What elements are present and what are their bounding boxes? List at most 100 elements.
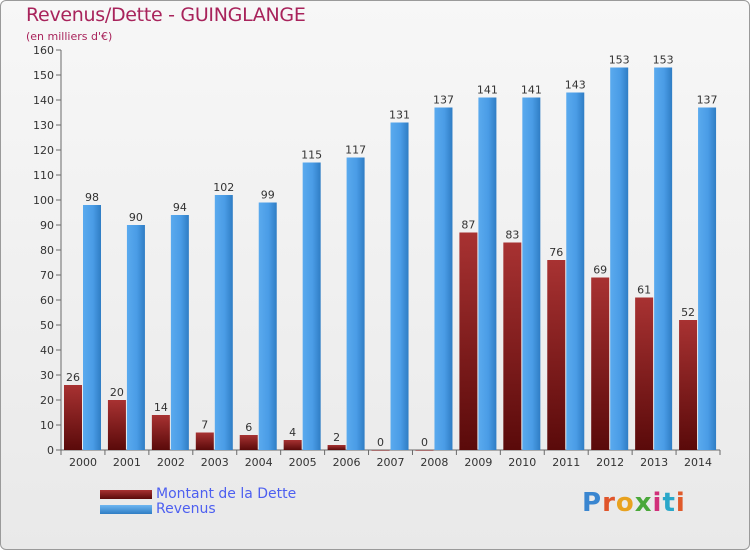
data-label-revenus: 131: [389, 109, 410, 122]
y-tick-label: 70: [40, 269, 54, 282]
bar-revenus: [610, 67, 629, 450]
data-label-revenus: 141: [477, 84, 498, 97]
data-label-dette: 14: [154, 401, 168, 414]
bar-dette: [195, 432, 214, 450]
bar-revenus: [126, 225, 145, 450]
data-label-dette: 0: [377, 436, 384, 449]
x-tick-label: 2005: [289, 456, 317, 469]
bar-revenus: [302, 162, 321, 450]
bar-dette: [64, 385, 82, 450]
logo-letter: r: [602, 488, 616, 518]
bar-dette: [679, 320, 698, 450]
data-label-revenus: 153: [609, 54, 630, 67]
data-label-revenus: 102: [213, 181, 234, 194]
x-tick-label: 2010: [508, 456, 536, 469]
x-tick-label: 2007: [377, 456, 405, 469]
y-tick-label: 40: [40, 344, 54, 357]
bar-revenus: [522, 97, 541, 450]
data-label-revenus: 99: [261, 189, 275, 202]
bar-revenus: [390, 122, 409, 450]
y-tick-label: 10: [40, 419, 54, 432]
y-tick-label: 100: [33, 194, 54, 207]
logo-letter: i: [675, 488, 686, 518]
bar-dette: [503, 242, 522, 450]
bar-revenus: [434, 107, 453, 450]
bar-dette: [151, 415, 170, 450]
data-label-dette: 6: [245, 421, 252, 434]
data-label-dette: 0: [421, 436, 428, 449]
bar-revenus: [83, 205, 101, 450]
data-label-dette: 61: [637, 284, 651, 297]
legend-swatch-revenus: [100, 504, 152, 514]
x-tick-label: 2002: [157, 456, 185, 469]
bar-revenus: [566, 92, 585, 450]
legend-item-revenus: Revenus: [100, 501, 216, 517]
logo-letter: i: [652, 488, 663, 518]
x-tick-label: 2008: [420, 456, 448, 469]
legend-swatch-dette: [100, 489, 152, 499]
y-tick-label: 140: [33, 94, 54, 107]
bar-dette: [371, 450, 390, 451]
y-tick-label: 150: [33, 69, 54, 82]
bar-dette: [239, 435, 258, 450]
bar-revenus: [478, 97, 497, 450]
bar-dette: [415, 450, 434, 451]
bar-dette: [591, 277, 610, 450]
data-label-dette: 4: [289, 426, 296, 439]
bar-dette: [327, 445, 346, 450]
x-tick-label: 2013: [640, 456, 668, 469]
data-label-dette: 87: [461, 219, 475, 232]
data-label-dette: 69: [593, 264, 607, 277]
data-label-revenus: 137: [433, 94, 454, 107]
legend-label-dette: Montant de la Dette: [156, 486, 297, 502]
x-tick-label: 2001: [113, 456, 141, 469]
data-label-revenus: 94: [173, 201, 187, 214]
x-tick-label: 2004: [245, 456, 273, 469]
legend-item-dette: Montant de la Dette: [100, 486, 296, 502]
data-label-revenus: 137: [697, 94, 718, 107]
bar-dette: [283, 440, 302, 450]
x-tick-label: 2011: [552, 456, 580, 469]
logo-letter: P: [582, 488, 603, 518]
data-label-revenus: 153: [653, 54, 674, 67]
data-label-dette: 20: [110, 386, 124, 399]
x-axis: 2000 2001 2002 2003 2004 2005 2006 2007 2008 2009…: [60, 449, 721, 469]
chart-subtitle: (en milliers d'€): [26, 30, 113, 43]
bar-dette: [459, 232, 478, 450]
y-axis: 0 10 20 30 40 50 60 70 80 90 100 110 120 130 140 150 160: [33, 44, 62, 457]
bar-dette: [107, 400, 126, 450]
bar-dette: [635, 297, 654, 450]
data-labels: 26 98 20 90 14 94 7 102 6 99 4 115 2 117 0 131 0 137 87 141…: [66, 54, 718, 450]
logo-letter: x: [634, 488, 653, 518]
bar-revenus: [654, 67, 673, 450]
proxiti-logo: Proxiti: [582, 488, 686, 518]
data-label-dette: 52: [681, 306, 695, 319]
bar-revenus: [258, 202, 277, 450]
data-label-revenus: 143: [565, 79, 586, 92]
bar-dette: [547, 260, 566, 450]
data-label-revenus: 90: [129, 211, 143, 224]
y-tick-label: 130: [33, 119, 54, 132]
y-tick-label: 50: [40, 319, 54, 332]
y-tick-label: 160: [33, 44, 54, 57]
data-label-dette: 83: [505, 229, 519, 242]
y-tick-label: 0: [47, 444, 54, 457]
data-label-revenus: 115: [301, 149, 322, 162]
chart-title: Revenus/Dette - GUINGLANGE: [26, 4, 306, 26]
x-tick-label: 2014: [684, 456, 712, 469]
data-label-revenus: 141: [521, 84, 542, 97]
y-tick-label: 30: [40, 369, 54, 382]
y-tick-label: 120: [33, 144, 54, 157]
x-tick-label: 2009: [464, 456, 492, 469]
x-tick-label: 2000: [69, 456, 97, 469]
bar-revenus: [170, 215, 189, 450]
logo-letter: o: [615, 488, 635, 518]
y-tick-label: 90: [40, 219, 54, 232]
bar-revenus: [346, 157, 365, 450]
legend-label-revenus: Revenus: [156, 501, 216, 517]
data-label-revenus: 117: [345, 144, 366, 157]
data-label-dette: 26: [66, 371, 80, 384]
bar-revenus: [698, 107, 717, 450]
y-tick-label: 110: [33, 169, 54, 182]
data-label-dette: 7: [201, 419, 208, 432]
